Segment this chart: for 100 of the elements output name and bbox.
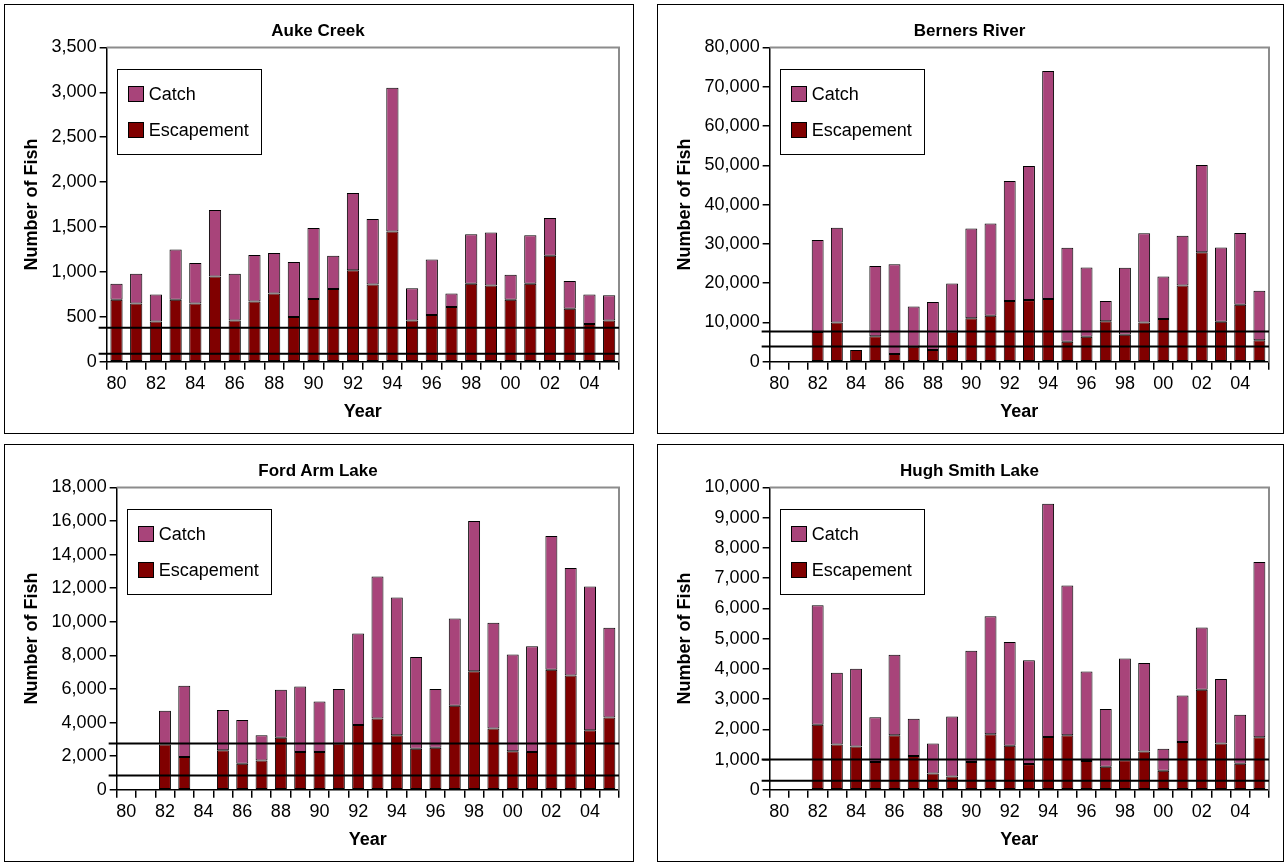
y-tick-label: 0 [749, 350, 760, 371]
y-tick-label: 2,000 [51, 171, 97, 192]
y-tick-label: 7,000 [714, 567, 760, 588]
y-tick-label: 12,000 [51, 577, 107, 598]
x-tick-label: 98 [461, 372, 482, 393]
y-tick-label: 70,000 [704, 75, 760, 96]
y-tick-label: 14,000 [51, 543, 107, 564]
y-tick-label: 1,000 [714, 748, 760, 769]
x-tick-label: 92 [348, 800, 369, 821]
legend-label: Escapement [811, 119, 912, 143]
chart-title: Hugh Smith Lake [900, 460, 1039, 480]
y-tick-label: 3,000 [714, 688, 760, 709]
x-axis-title: Year [1000, 829, 1039, 850]
y-tick-label: 60,000 [704, 114, 760, 135]
x-tick-label: 02 [1191, 372, 1212, 393]
y-tick-label: 10,000 [704, 476, 760, 497]
x-tick-label: 96 [1076, 800, 1097, 821]
y-tick-label: 2,500 [51, 126, 97, 147]
legend-label: Catch [158, 523, 206, 547]
x-tick-label: 80 [769, 372, 790, 393]
y-tick-label: 6,000 [61, 677, 107, 698]
x-tick-label: 94 [382, 372, 403, 393]
x-tick-label: 02 [1191, 800, 1212, 821]
legend-label: Escapement [158, 559, 259, 583]
x-tick-label: 04 [1230, 800, 1251, 821]
x-tick-label: 86 [224, 372, 245, 393]
x-tick-label: 90 [961, 372, 982, 393]
y-tick-label: 20,000 [704, 272, 760, 293]
x-tick-label: 00 [500, 372, 521, 393]
legend-label: Catch [148, 83, 196, 107]
y-tick-label: 80,000 [704, 36, 760, 57]
x-tick-label: 82 [807, 800, 828, 821]
x-tick-label: 84 [846, 800, 867, 821]
x-tick-label: 80 [116, 800, 137, 821]
x-tick-label: 96 [1076, 372, 1097, 393]
x-axis-title: Year [1000, 401, 1039, 422]
y-tick-label: 8,000 [714, 536, 760, 557]
x-tick-label: 00 [1153, 800, 1174, 821]
y-tick-label: 30,000 [704, 232, 760, 253]
y-tick-label: 3,000 [51, 81, 97, 102]
y-tick-label: 4,000 [714, 657, 760, 678]
y-tick-label: 1,500 [51, 216, 97, 237]
x-tick-label: 88 [922, 800, 943, 821]
x-tick-label: 04 [580, 800, 601, 821]
y-tick-label: 50,000 [704, 154, 760, 175]
x-tick-label: 96 [425, 800, 446, 821]
y-tick-label: 4,000 [61, 711, 107, 732]
chart-title: Ford Arm Lake [258, 460, 378, 480]
x-tick-label: 80 [769, 800, 790, 821]
x-tick-label: 86 [232, 800, 253, 821]
x-axis-title: Year [348, 829, 387, 850]
x-tick-label: 98 [1114, 800, 1135, 821]
legend-label: Escapement [811, 559, 912, 583]
x-tick-label: 86 [884, 800, 905, 821]
y-tick-label: 5,000 [714, 627, 760, 648]
x-tick-label: 90 [309, 800, 330, 821]
y-axis-title: Number of Fish [673, 572, 694, 705]
x-tick-label: 04 [579, 372, 600, 393]
y-tick-label: 0 [86, 350, 97, 371]
x-tick-label: 82 [154, 800, 175, 821]
x-tick-label: 80 [106, 372, 127, 393]
x-tick-label: 84 [193, 800, 214, 821]
y-tick-label: 10,000 [51, 610, 107, 631]
y-tick-label: 2,000 [61, 745, 107, 766]
y-tick-label: 18,000 [51, 476, 107, 497]
x-axis-title: Year [343, 401, 382, 422]
x-tick-label: 84 [846, 372, 867, 393]
x-tick-label: 92 [999, 800, 1020, 821]
x-tick-label: 98 [1114, 372, 1135, 393]
legend-label: Catch [811, 523, 859, 547]
legend-label: Escapement [148, 119, 249, 143]
x-tick-label: 82 [145, 372, 166, 393]
x-tick-label: 84 [185, 372, 206, 393]
y-tick-label: 2,000 [714, 718, 760, 739]
x-tick-label: 02 [540, 372, 561, 393]
y-tick-label: 8,000 [61, 644, 107, 665]
y-axis-title: Number of Fish [20, 572, 41, 705]
x-tick-label: 86 [884, 372, 905, 393]
x-tick-label: 96 [421, 372, 442, 393]
x-tick-label: 92 [342, 372, 363, 393]
chart-title: Auke Creek [271, 20, 366, 40]
y-tick-label: 0 [749, 778, 760, 799]
y-tick-label: 0 [96, 778, 107, 799]
x-tick-label: 94 [1038, 372, 1059, 393]
x-tick-label: 90 [961, 800, 982, 821]
x-tick-label: 90 [303, 372, 324, 393]
x-tick-label: 94 [386, 800, 407, 821]
x-tick-label: 00 [502, 800, 523, 821]
x-tick-label: 98 [464, 800, 485, 821]
x-tick-label: 00 [1153, 372, 1174, 393]
legend-label: Catch [811, 83, 859, 107]
x-tick-label: 82 [807, 372, 828, 393]
chart-title: Berners River [913, 20, 1026, 40]
y-tick-label: 9,000 [714, 506, 760, 527]
y-tick-label: 500 [66, 305, 97, 326]
x-tick-label: 88 [264, 372, 285, 393]
x-tick-label: 88 [922, 372, 943, 393]
y-tick-label: 16,000 [51, 509, 107, 530]
y-axis-title: Number of Fish [673, 138, 694, 271]
y-tick-label: 1,000 [51, 260, 97, 281]
